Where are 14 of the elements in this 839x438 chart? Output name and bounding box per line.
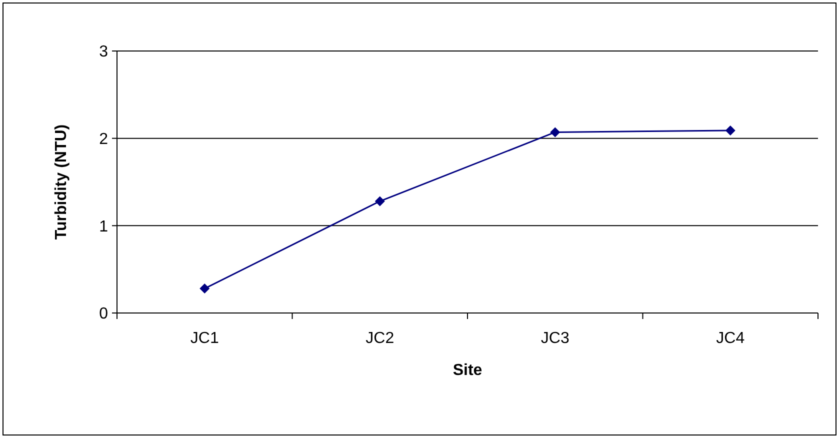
y-tick-label: 2 — [99, 130, 108, 148]
y-tick-label: 0 — [99, 306, 108, 323]
x-tick-label: JC1 — [190, 330, 219, 347]
point — [200, 284, 210, 294]
y-axis-title: Turbidity (NTU) — [53, 124, 70, 240]
point — [550, 127, 560, 138]
point — [725, 125, 736, 136]
x-tick-label: JC3 — [540, 330, 570, 347]
y-tick-label: 3 — [99, 44, 108, 61]
point — [374, 196, 385, 206]
x-tick-label: JC2 — [366, 330, 394, 347]
x-axis-title: Site — [452, 362, 482, 379]
x-tick-label: JC4 — [716, 330, 745, 347]
y-tick-label: 1 — [99, 218, 108, 236]
